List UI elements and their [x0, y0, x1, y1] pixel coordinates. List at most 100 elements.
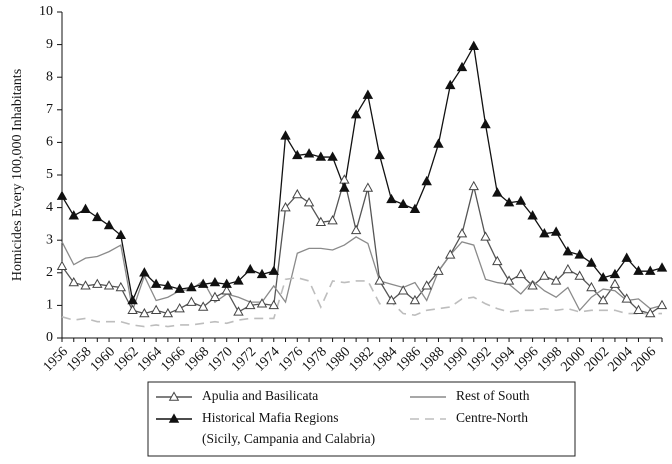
series-0-marker: [174, 303, 185, 313]
series-0-marker: [656, 299, 668, 310]
series-0-marker: [233, 306, 244, 316]
series-2-marker: [68, 210, 79, 220]
series-2-marker: [621, 252, 632, 262]
series-2-marker: [562, 245, 574, 256]
y-tick-label: 10: [39, 4, 53, 19]
series-0-marker: [503, 275, 515, 285]
x-tick-label: 1990: [441, 344, 471, 374]
series-2-marker: [656, 262, 668, 272]
series-2-marker: [609, 268, 621, 279]
series-2-marker: [221, 278, 232, 288]
series-2-marker: [268, 265, 279, 275]
series-0-marker: [303, 197, 315, 207]
x-tick-label: 1956: [41, 344, 71, 374]
legend-box: [147, 381, 576, 457]
legend-swatch-marker-2: [168, 413, 180, 423]
series-0-marker: [468, 180, 479, 191]
series-0-marker: [68, 276, 79, 287]
series-2-marker: [115, 229, 127, 240]
series-0-marker: [515, 268, 527, 279]
y-tick-label: 6: [46, 135, 53, 150]
x-tick-label: 1986: [394, 344, 424, 374]
series-2-marker: [292, 149, 303, 160]
series-2-marker: [597, 272, 609, 282]
y-tick-label: 5: [46, 167, 53, 182]
series-2-marker: [233, 275, 244, 285]
series-0-marker: [445, 249, 456, 259]
series-0-marker: [362, 182, 374, 192]
series-0-marker: [162, 307, 174, 318]
series-0-marker: [633, 304, 644, 315]
y-tick-labels: 0 1 2 3 4 5 6 7 8 9 10: [39, 4, 53, 345]
y-tick-label: 7: [46, 102, 53, 117]
series-2-marker: [315, 151, 327, 161]
series-0-marker: [433, 265, 444, 275]
series-0-marker: [550, 275, 562, 285]
series-2-marker: [162, 280, 174, 290]
x-tick-label: 1960: [88, 344, 118, 374]
series-0-marker: [245, 299, 256, 310]
series-2-marker: [245, 263, 256, 274]
axes: [57, 11, 663, 342]
series-0-marker: [562, 263, 574, 274]
series-0-marker: [103, 280, 115, 290]
series-2-marker: [150, 278, 162, 288]
series-0-marker: [186, 296, 197, 306]
x-tick-label: 1992: [464, 344, 494, 374]
series-0-marker: [492, 255, 503, 266]
legend-label-2-line2: (Sicily, Campania and Calabria): [202, 431, 375, 446]
y-axis-title: Homicides Every 100,000 Inhabitants: [10, 69, 25, 281]
x-tick-label: 1958: [64, 344, 94, 374]
series-0-marker: [397, 285, 409, 295]
series-2-marker: [515, 195, 527, 205]
series-2-marker: [186, 281, 197, 292]
x-tick-label: 1978: [299, 344, 329, 374]
series-0-marker: [92, 278, 103, 288]
series-markers: [56, 40, 668, 318]
series-2-marker: [362, 89, 374, 99]
series-2-marker: [445, 79, 456, 90]
series-0-marker: [456, 228, 468, 238]
series-0-marker: [115, 281, 127, 292]
series-0-marker: [409, 294, 421, 305]
x-tick-label: 1984: [370, 344, 400, 374]
series-2-marker: [633, 265, 644, 275]
x-tick-label: 1998: [535, 344, 565, 374]
series-2-marker: [386, 193, 397, 204]
series-2-marker: [209, 276, 221, 287]
x-tick-label: 1982: [347, 344, 377, 374]
x-tick-label: 1974: [252, 344, 282, 374]
legend-label-2: Historical Mafia Regions: [202, 410, 338, 425]
series-2-marker: [92, 211, 103, 222]
x-tick-label: 1980: [323, 344, 353, 374]
x-tick-label: 1968: [182, 344, 212, 374]
legend-label-1: Rest of South: [456, 388, 530, 403]
series-2-marker: [350, 109, 362, 119]
series-0-marker: [645, 307, 656, 318]
series-2-marker: [421, 175, 432, 186]
series-0-marker: [350, 224, 362, 235]
legend-swatch-marker-0: [168, 391, 180, 401]
y-tick-label: 9: [46, 37, 53, 52]
series-2-marker: [139, 267, 150, 277]
series-0-marker: [574, 270, 585, 280]
series-0-marker: [150, 304, 162, 315]
series-0-marker: [315, 216, 327, 226]
series-2-marker: [339, 182, 350, 192]
y-tick-label: 2: [46, 265, 53, 280]
series-0-marker: [268, 299, 279, 310]
x-tick-label: 1966: [158, 344, 188, 374]
series-0-marker: [386, 294, 397, 305]
x-tick-label: 1972: [229, 344, 259, 374]
x-tick-label: 1970: [205, 344, 235, 374]
series-lines: [61, 44, 663, 328]
series-line-3: [61, 276, 662, 328]
series-2-marker: [645, 265, 656, 275]
x-tick-label: 1996: [511, 344, 541, 374]
series-2-marker: [468, 40, 479, 50]
series-2-marker: [374, 149, 385, 160]
series-0-marker: [292, 188, 303, 199]
series-2-marker: [197, 278, 209, 288]
series-2-marker: [433, 138, 444, 148]
